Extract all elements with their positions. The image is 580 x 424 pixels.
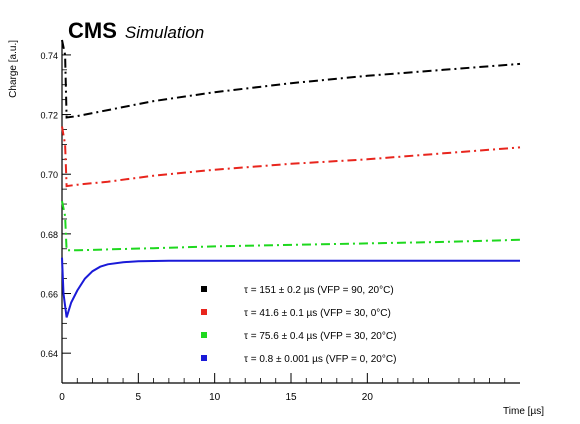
legend-label-4: τ = 0.8 ± 0.001 µs (VFP = 0, 20°C) (244, 354, 396, 365)
y-tick-label: 0.70 (40, 170, 58, 180)
y-tick-label: 0.74 (40, 51, 58, 61)
experiment-label: CMS (68, 18, 117, 43)
y-axis-label: Charge [a.u.] (8, 40, 19, 98)
y-tick-label: 0.72 (40, 111, 58, 121)
x-tick-label: 0 (59, 392, 65, 403)
legend-label-1: τ = 151 ± 0.2 µs (VFP = 90, 20°C) (244, 285, 394, 296)
legend-label-3: τ = 75.6 ± 0.4 µs (VFP = 30, 20°C) (244, 331, 396, 342)
legend-marker-1 (201, 286, 207, 292)
series-layer (61, 39, 521, 318)
legend-marker-4 (201, 355, 207, 361)
y-tick-label: 0.68 (40, 230, 58, 240)
x-tick-label: 5 (136, 392, 142, 403)
series-line-1 (61, 39, 521, 119)
legend-label-2: τ = 41.6 ± 0.1 µs (VFP = 30, 0°C) (244, 308, 391, 319)
series-line-4 (61, 257, 520, 318)
x-tick-label: 15 (285, 392, 297, 403)
legend: τ = 151 ± 0.2 µs (VFP = 90, 20°C) τ = 41.… (201, 285, 396, 365)
y-tick-label: 0.64 (40, 349, 58, 359)
chart-title: CMS Simulation (68, 18, 204, 44)
legend-marker-3 (201, 332, 207, 338)
x-tick-label: 20 (362, 392, 374, 403)
series-line-2 (61, 126, 521, 188)
x-axis-label: Time [µs] (503, 406, 544, 417)
simulation-label: Simulation (124, 23, 205, 42)
y-tick-label: 0.66 (40, 290, 58, 300)
series-line-3 (61, 200, 521, 252)
legend-marker-2 (201, 309, 207, 315)
x-tick-label: 10 (209, 392, 221, 403)
